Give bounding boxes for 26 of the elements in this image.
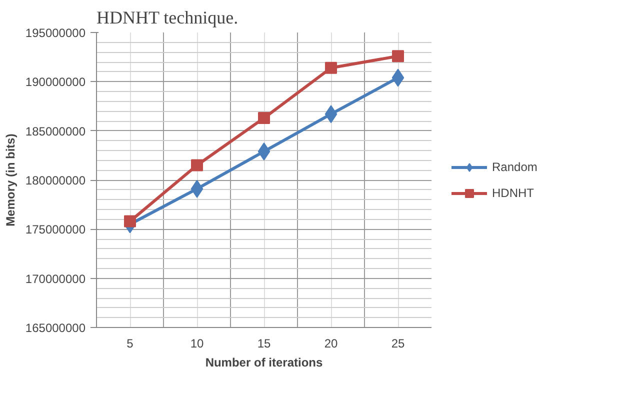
point (325, 62, 337, 74)
legend-label: HDNHT (492, 186, 534, 200)
point (190, 180, 204, 198)
y-tick-label: 170000000 (25, 272, 86, 286)
y-tick-label: 175000000 (25, 222, 86, 237)
y-tick-label: 165000000 (25, 321, 86, 335)
point (258, 142, 270, 160)
x-tick-label: 15 (257, 336, 271, 350)
y-tick-label: 185000000 (25, 124, 86, 138)
x-tick-label: 20 (324, 336, 338, 350)
point (392, 68, 404, 87)
x-tick-label: 5 (126, 336, 134, 350)
point (258, 112, 270, 124)
point (124, 215, 136, 228)
y-tick-label: 195000000 (25, 26, 86, 40)
x-axis-title: Number of iterations (205, 356, 323, 370)
point (324, 105, 338, 124)
y-tick-label: 180000000 (25, 174, 86, 188)
x-tick-label: 25 (391, 336, 405, 350)
point (392, 50, 404, 62)
x-tick-label: 10 (190, 336, 204, 350)
legend-label: Random (492, 160, 538, 174)
y-tick-label: 190000000 (25, 75, 86, 90)
y-axis-title: Memory (in bits) (3, 134, 18, 226)
text: HDNHT technique. (96, 8, 238, 28)
point (191, 159, 203, 172)
